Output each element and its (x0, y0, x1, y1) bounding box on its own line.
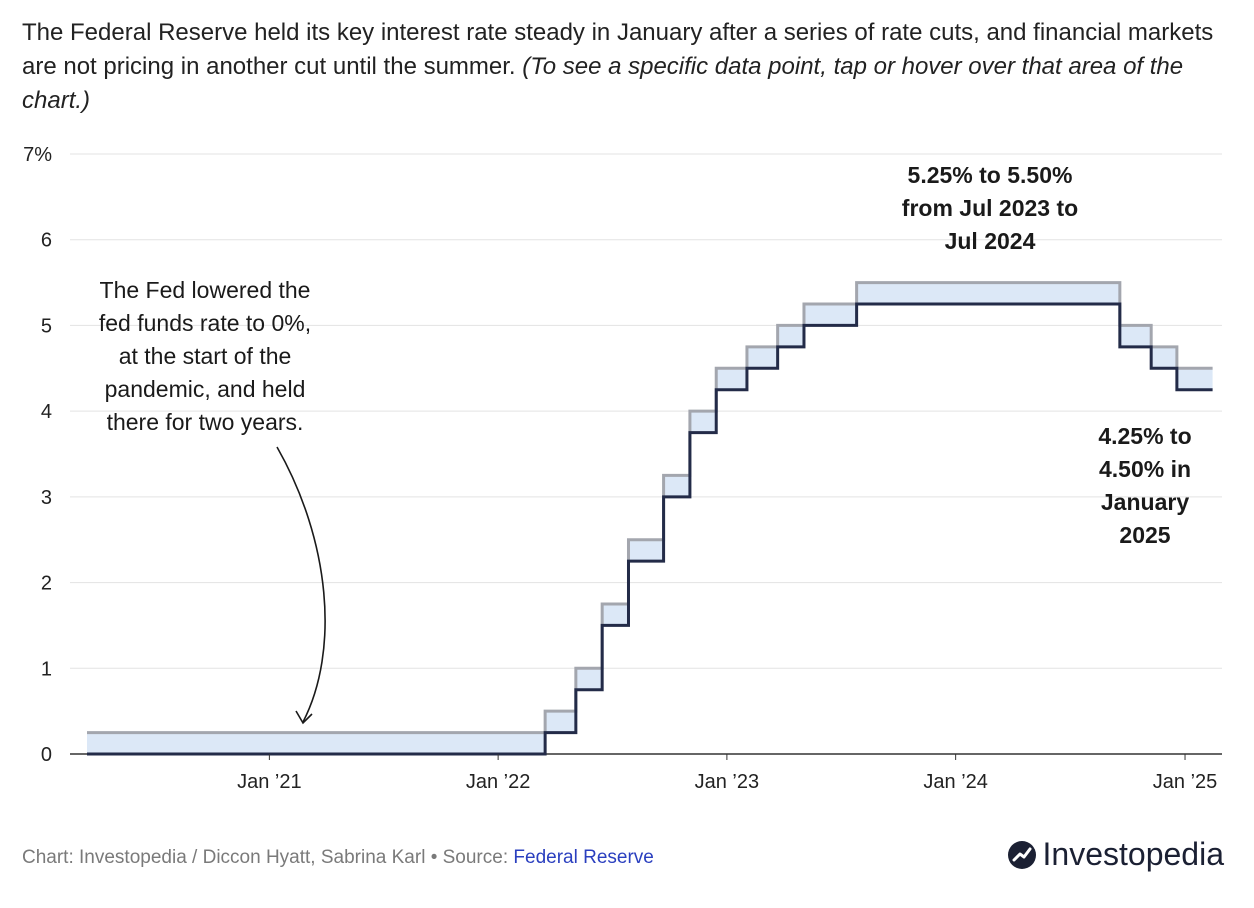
x-tick-label: Jan ’25 (1153, 771, 1218, 793)
x-tick-label: Jan ’23 (695, 771, 760, 793)
pandemic-annotation-line: pandemic, and held (105, 376, 306, 402)
peak-annotation-line: from Jul 2023 to (902, 195, 1078, 221)
x-tick-label: Jan ’24 (923, 771, 988, 793)
y-tick-label: 2 (41, 573, 52, 595)
brand-name: Investopedia (1042, 836, 1224, 872)
y-tick-label: 5 (41, 315, 52, 337)
pandemic-annotation-line: at the start of the (119, 343, 292, 369)
y-tick-label: 0 (41, 744, 52, 766)
pandemic-annotation-line: there for two years. (107, 409, 304, 435)
y-tick-label: 3 (41, 487, 52, 509)
pandemic-annotation-line: fed funds rate to 0%, (99, 310, 311, 336)
subtitle-note: (To see a specific data point, tap or ho… (22, 53, 1184, 114)
peak-annotation-line: 5.25% to 5.50% (908, 162, 1073, 188)
investopedia-logo-icon (1007, 840, 1036, 869)
pandemic-arrow (276, 446, 326, 723)
y-tick-label: 1 (41, 658, 52, 680)
subtitle-text: The Federal Reserve held its key interes… (22, 19, 1214, 80)
footer-credit: Chart: Investopedia / Diccon Hyatt, Sabr… (22, 847, 509, 868)
y-tick-label: 7% (23, 144, 52, 166)
y-axis-ticks: 0 1 2 3 4 5 6 7% (23, 144, 52, 766)
lower-bound-line[interactable] (87, 302, 1213, 756)
x-tick-label: Jan ’22 (466, 771, 531, 793)
annotations: The Fed lowered the fed funds rate to 0%,… (99, 162, 1192, 548)
pandemic-annotation-line: The Fed lowered the (100, 277, 311, 303)
chart-footer: Chart: Investopedia / Diccon Hyatt, Sabr… (22, 847, 654, 869)
series-lines[interactable] (87, 281, 1213, 756)
current-annotation-line: 4.25% to (1098, 423, 1191, 449)
grid-lines (70, 153, 1222, 755)
peak-annotation-line: Jul 2024 (945, 228, 1036, 254)
source-link[interactable]: Federal Reserve (513, 847, 654, 868)
current-annotation-line: 2025 (1119, 522, 1170, 548)
current-annotation-line: 4.50% in (1099, 456, 1191, 482)
x-axis-ticks: Jan ’21 Jan ’22 Jan ’23 Jan ’24 Jan ’25 (237, 754, 1217, 793)
brand-logo: Investopedia (1007, 836, 1224, 873)
current-annotation-line: January (1101, 489, 1189, 515)
pandemic-arrow-head (295, 710, 313, 725)
y-tick-label: 6 (41, 230, 52, 252)
upper-bound-line[interactable] (87, 281, 1213, 735)
y-tick-label: 4 (41, 401, 52, 423)
chart-subtitle: The Federal Reserve held its key interes… (22, 16, 1222, 118)
x-tick-label: Jan ’21 (237, 771, 302, 793)
